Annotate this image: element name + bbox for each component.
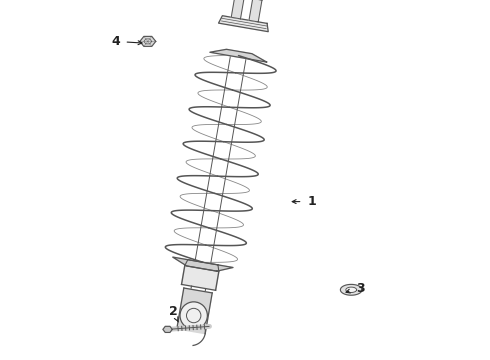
Polygon shape xyxy=(172,257,233,271)
Polygon shape xyxy=(346,287,357,292)
Circle shape xyxy=(180,302,207,329)
Polygon shape xyxy=(231,0,244,19)
Text: 3: 3 xyxy=(356,282,365,294)
Text: 2: 2 xyxy=(169,305,177,318)
Polygon shape xyxy=(341,284,362,295)
Text: 1: 1 xyxy=(307,195,316,208)
Polygon shape xyxy=(185,260,219,271)
Polygon shape xyxy=(219,16,268,32)
Text: 4: 4 xyxy=(111,35,120,48)
Polygon shape xyxy=(163,327,172,332)
Polygon shape xyxy=(140,36,156,46)
Polygon shape xyxy=(177,288,212,334)
Polygon shape xyxy=(181,266,219,290)
Polygon shape xyxy=(210,49,267,62)
Polygon shape xyxy=(249,0,262,22)
